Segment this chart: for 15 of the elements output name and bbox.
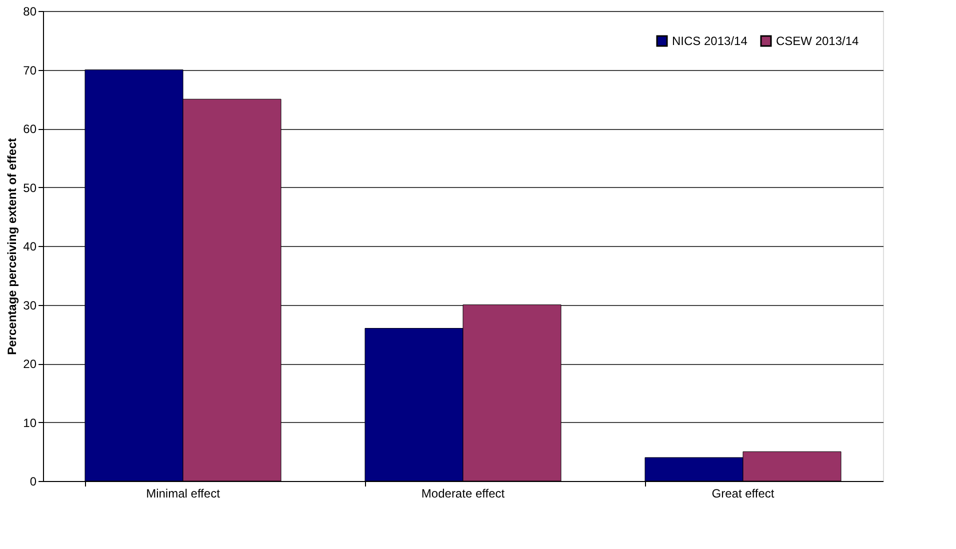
- x-tick-label: Minimal effect: [146, 486, 221, 500]
- y-tick-label: 10: [23, 416, 37, 430]
- y-tick-label: 50: [23, 180, 37, 195]
- y-tick-label: 70: [23, 63, 37, 78]
- y-tick-label: 80: [23, 4, 37, 18]
- y-tick-label: 40: [23, 240, 37, 254]
- y-tick-label: 20: [23, 357, 37, 371]
- x-tick-label: Great effect: [712, 486, 775, 500]
- legend-label: NICS 2013/14: [672, 34, 748, 48]
- x-tick-label: Moderate effect: [421, 486, 506, 500]
- legend-label: CSEW 2013/14: [776, 34, 860, 48]
- y-tick-label: 30: [23, 298, 37, 312]
- y-tick-label: 60: [23, 122, 37, 136]
- y-axis-title: Percentage perceiving extent of effect: [5, 138, 20, 355]
- y-tick-label: 0: [30, 474, 37, 488]
